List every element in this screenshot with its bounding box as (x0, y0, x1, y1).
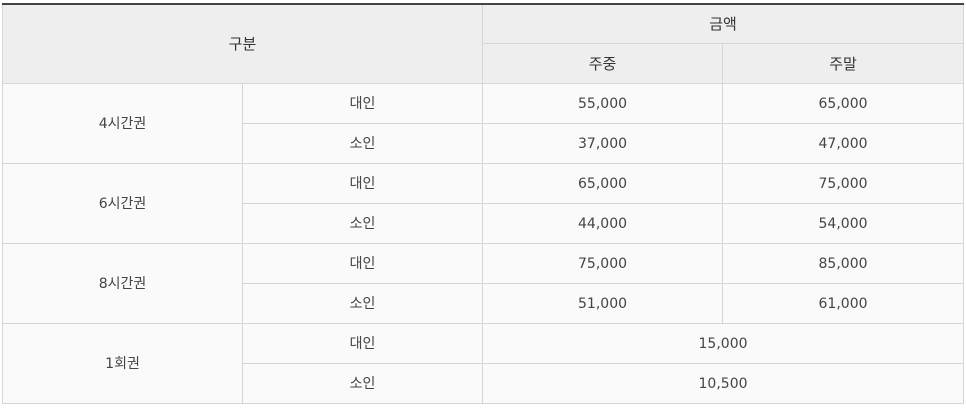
weekend-price: 47,000 (722, 123, 965, 164)
table-row: 소인 44,000 54,000 (3, 203, 965, 244)
category-header: 구분 (1, 3, 484, 84)
weekend-header: 주말 (722, 43, 965, 84)
weekday-price: 51,000 (482, 283, 724, 324)
ticket-label: 4시간권 (2, 83, 243, 164)
ticket-type: 소인 (241, 123, 484, 164)
weekend-price: 54,000 (722, 203, 965, 244)
table-row: 1회권 대인 15,000 (2, 323, 965, 404)
table-row: 소인 10,500 (3, 363, 965, 404)
weekend-price: 61,000 (722, 283, 965, 324)
price-table-container: 구분 금액 주중 주말 4시간권 대인 55,000 65,000 소인 37,… (1, 3, 965, 404)
ticket-type: 소인 (241, 203, 484, 244)
weekday-price: 44,000 (482, 203, 724, 244)
weekday-header: 주중 (482, 43, 724, 84)
table-header: 구분 금액 주중 주말 (1, 3, 965, 84)
weekday-price: 65,000 (482, 163, 724, 204)
ticket-label: 1회권 (2, 323, 243, 404)
table-row: 소인 51,000 61,000 (3, 283, 965, 324)
ticket-type: 소인 (241, 283, 484, 324)
header-subrow: 주중 주말 (3, 43, 965, 84)
ticket-type: 대인 (241, 163, 484, 204)
single-price: 15,000 (482, 323, 965, 364)
weekend-price: 65,000 (722, 83, 965, 124)
ticket-type: 대인 (241, 83, 484, 124)
weekend-price: 85,000 (722, 243, 965, 284)
ticket-type: 대인 (241, 323, 484, 364)
price-table: 구분 금액 주중 주말 4시간권 대인 55,000 65,000 소인 37,… (1, 3, 965, 404)
table-row: 소인 37,000 47,000 (3, 123, 965, 164)
ticket-label: 8시간권 (2, 243, 243, 324)
table-row: 4시간권 대인 55,000 65,000 (2, 83, 965, 164)
ticket-type: 소인 (241, 363, 484, 404)
table-row: 8시간권 대인 75,000 85,000 (2, 243, 965, 324)
weekend-price: 75,000 (722, 163, 965, 204)
weekday-price: 37,000 (482, 123, 724, 164)
amount-header: 금액 (482, 3, 965, 44)
table-row: 6시간권 대인 65,000 75,000 (2, 163, 965, 244)
header-row: 구분 금액 (1, 3, 965, 84)
ticket-type: 대인 (241, 243, 484, 284)
table-body: 4시간권 대인 55,000 65,000 소인 37,000 47,000 6… (2, 83, 965, 404)
weekday-price: 55,000 (482, 83, 724, 124)
ticket-label: 6시간권 (2, 163, 243, 244)
single-price: 10,500 (482, 363, 965, 404)
weekday-price: 75,000 (482, 243, 724, 284)
